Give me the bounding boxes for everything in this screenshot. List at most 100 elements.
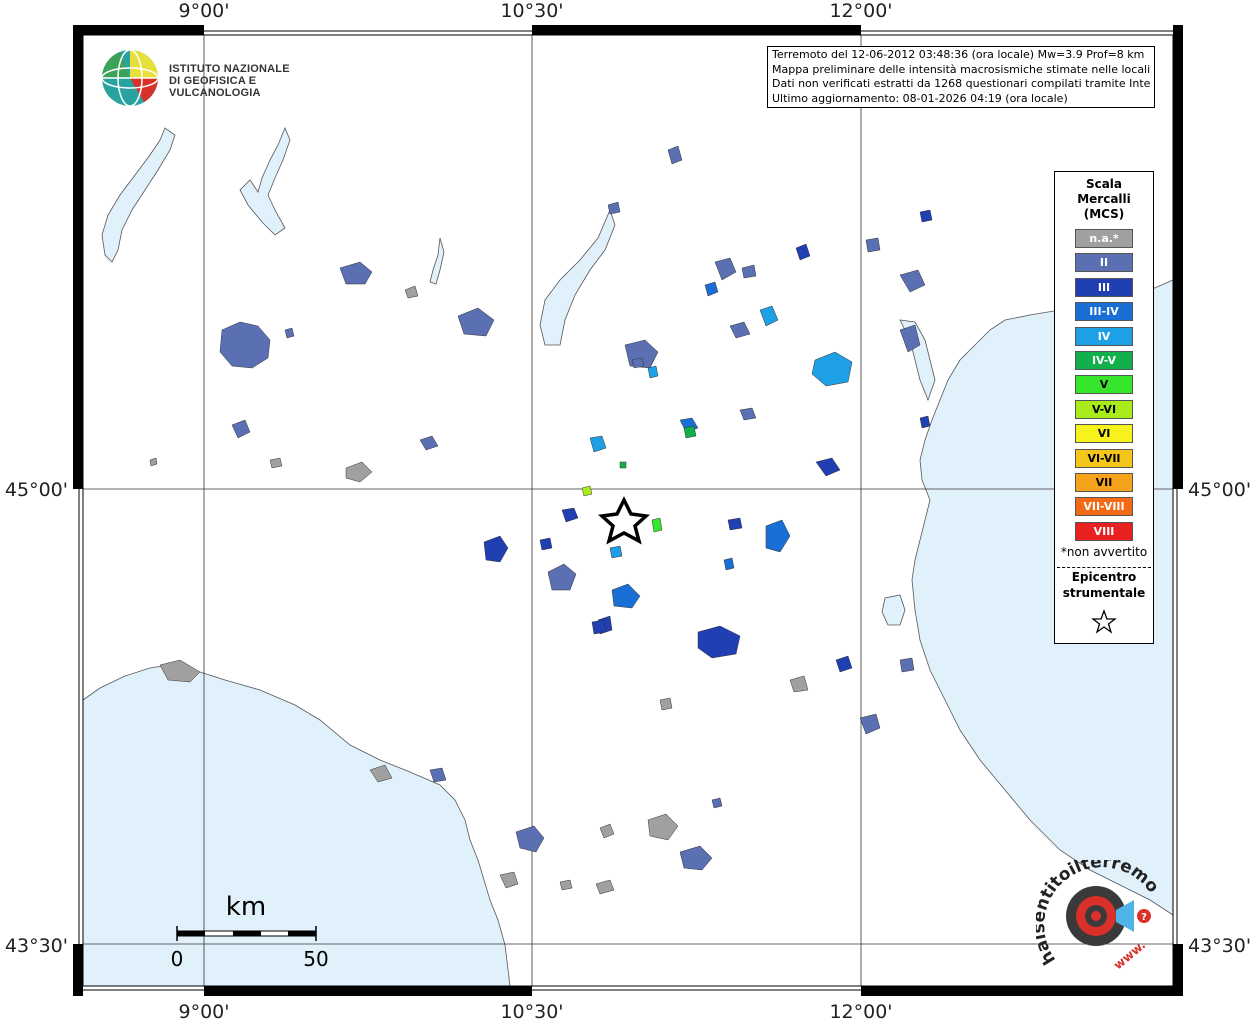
- locality-cento: [727, 517, 743, 531]
- legend-item-7: V-VI: [1075, 399, 1133, 419]
- locality-pavia: [231, 419, 251, 439]
- legend-separator: [1057, 567, 1151, 568]
- locality-belluno: [795, 243, 811, 261]
- event-info-line-2: Mappa preliminare delle intensità macros…: [772, 62, 1150, 76]
- lake-como: [239, 126, 291, 236]
- lake-garda: [539, 208, 616, 346]
- locality-firenze: [679, 845, 713, 871]
- megaphone-icon: [1116, 900, 1134, 932]
- locality-pordenone: [919, 209, 933, 223]
- locality-bergamo: [339, 261, 373, 285]
- locality-piacenza: [269, 457, 283, 469]
- locality-schio: [759, 305, 779, 327]
- locality-camposampiero: [865, 237, 881, 253]
- locality-modena: [611, 583, 641, 609]
- locality-fidenza: [404, 285, 419, 299]
- locality-milano: [219, 321, 271, 369]
- locality-poggio: [581, 485, 593, 497]
- locality-sanfelice: [609, 545, 623, 559]
- locality-la-spezia: [369, 764, 393, 783]
- locality-pistoia: [599, 823, 615, 839]
- legend-item-4: IV: [1075, 326, 1133, 346]
- locality-mirandola: [589, 435, 607, 453]
- locality-rovigo: [815, 457, 841, 477]
- locality-bologna: [697, 625, 741, 659]
- lagoon-comacchio: [881, 594, 906, 626]
- locality-padova: [811, 351, 853, 387]
- legend-item-6: V: [1075, 375, 1133, 395]
- locality-mantova-east: [683, 425, 697, 439]
- svg-text:?: ?: [1141, 912, 1147, 923]
- legend-item-2: III: [1075, 277, 1133, 297]
- legend-note: *non avvertito: [1060, 545, 1148, 559]
- legend-epicenter-label: Epicentro strumentale: [1062, 570, 1146, 600]
- scale-end: 50: [303, 947, 328, 971]
- locality-bassano: [741, 264, 757, 279]
- locality-trento: [607, 201, 621, 215]
- ingv-name: ISTITUTO NAZIONALE DI GEOFISICA E VULCAN…: [169, 63, 290, 99]
- top-label-2: 12°00': [829, 0, 892, 22]
- locality-thiene: [729, 321, 751, 339]
- locality-cremona: [345, 461, 373, 483]
- legend-item-5: IV-V: [1075, 351, 1133, 370]
- locality-treviglio: [631, 357, 645, 369]
- locality-carpi: [561, 507, 579, 523]
- legend-title: Scala Mercalli (MCS): [1077, 177, 1131, 221]
- locality-siena: [711, 797, 723, 809]
- legend-item-3: III-IV: [1075, 302, 1133, 322]
- locality-forli: [859, 713, 881, 735]
- locality-pisa: [499, 871, 519, 889]
- locality-bolzano: [667, 145, 683, 165]
- bottom-label-0: 9°00': [179, 1001, 230, 1023]
- locality-treviso: [899, 269, 926, 293]
- locality-faenza: [659, 697, 673, 711]
- right-label-0: 45°00': [1188, 479, 1251, 501]
- scale-start: 0: [171, 947, 184, 971]
- event-info-box: Terremoto del 12-06-2012 03:48:36 (ora l…: [767, 46, 1155, 108]
- locality-legnago: [723, 557, 735, 571]
- locality-novi: [619, 461, 627, 469]
- locality-imola: [899, 657, 915, 673]
- locality-finale: [651, 517, 663, 533]
- locality-cesena: [789, 675, 809, 693]
- locality-polygons: [149, 145, 933, 895]
- event-info-line-1: Terremoto del 12-06-2012 03:48:36 (ora l…: [772, 48, 1145, 61]
- lake-maggiore: [101, 127, 176, 263]
- top-label-0: 9°00': [179, 0, 230, 22]
- top-label-1: 10°30': [500, 0, 563, 22]
- ingv-logo: ISTITUTO NAZIONALE DI GEOFISICA E VULCAN…: [100, 48, 320, 108]
- legend-item-0: n.a.*: [1075, 229, 1133, 248]
- legend-item-10: VII: [1075, 473, 1133, 492]
- locality-novara: [149, 457, 158, 467]
- legend-item-11: VII-VIII: [1075, 497, 1133, 517]
- ingv-globe-icon: [101, 49, 159, 107]
- legend-item-9: VI-VII: [1075, 448, 1133, 468]
- left-label-0: 45°00': [5, 479, 68, 501]
- lagoon-venice: [899, 319, 936, 402]
- epicenter-star: [598, 496, 650, 545]
- mcs-legend: Scala Mercalli (MCS) n.a.* II III III-IV IV I…: [1054, 171, 1154, 644]
- locality-livorno: [559, 879, 573, 891]
- epicenter-star-icon: [1091, 609, 1117, 634]
- locality-empoli: [595, 879, 615, 895]
- event-info-line-4: Ultimo aggiornamento: 08-01-2026 04:19 (…: [772, 91, 1068, 105]
- locality-massa: [429, 767, 447, 783]
- legend-item-1: II: [1075, 253, 1133, 273]
- haisentito-logo: haisentitoilterremoto.it ? www.: [1036, 860, 1163, 972]
- scale-unit: km: [226, 892, 266, 922]
- locality-prato: [647, 813, 679, 841]
- locality-suzzara: [647, 365, 659, 379]
- right-label-1: 43°30': [1188, 935, 1251, 957]
- locality-reggio: [547, 563, 577, 591]
- locality-lucca: [515, 825, 545, 853]
- scale-bar: km 0 50: [171, 892, 329, 971]
- lake-iseo: [429, 237, 445, 285]
- frame-bars: [73, 25, 1183, 996]
- left-label-1: 43°30': [5, 935, 68, 957]
- legend-item-12: VIII: [1075, 521, 1133, 541]
- locality-lodi: [419, 435, 439, 451]
- bottom-label-2: 12°00': [829, 1001, 892, 1023]
- bottom-label-1: 10°30': [500, 1001, 563, 1023]
- locality-ferrara: [765, 519, 791, 553]
- legend-item-8: VI: [1075, 424, 1133, 444]
